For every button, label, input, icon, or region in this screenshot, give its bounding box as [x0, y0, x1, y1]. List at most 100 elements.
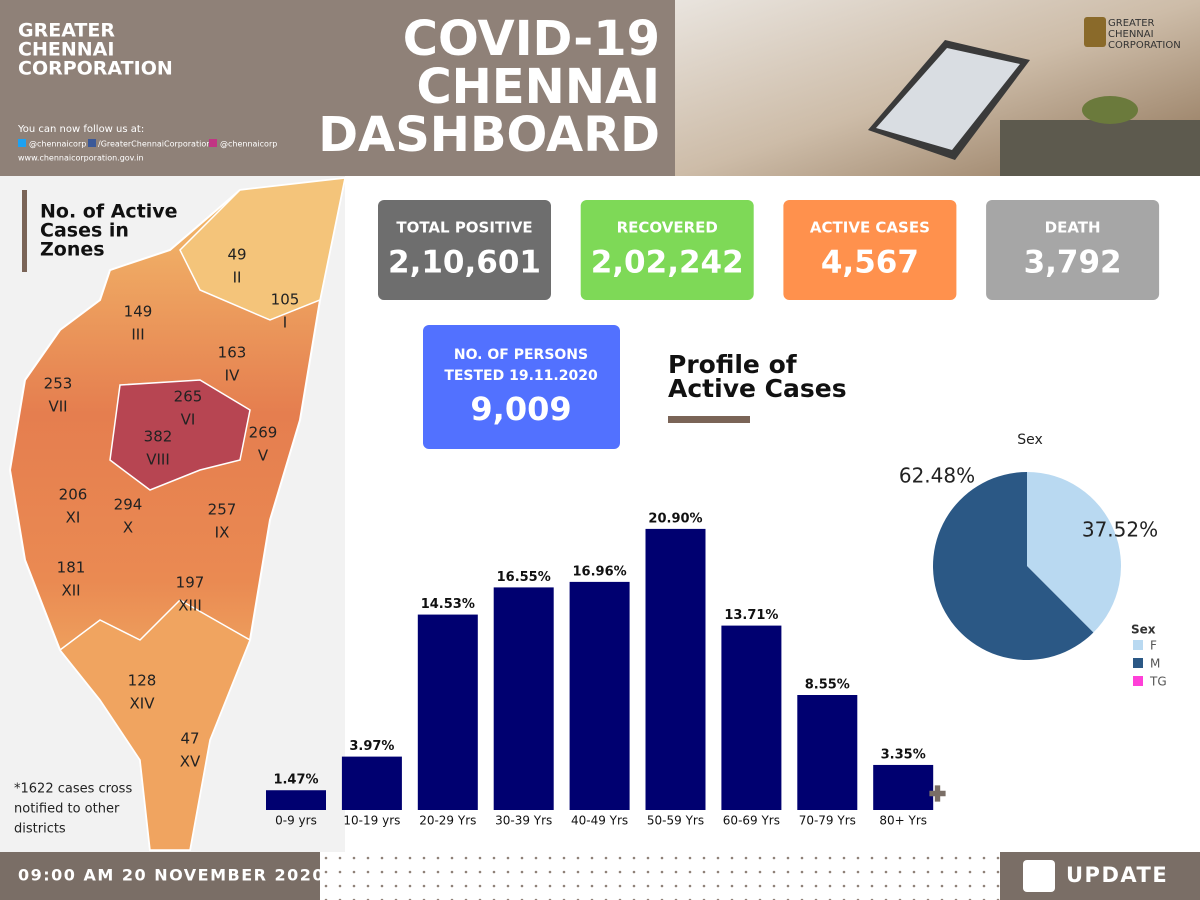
x-tick-label: 10-19 yrs [343, 814, 400, 828]
map-title: Zones [40, 239, 105, 261]
org-name: GREATER [18, 20, 115, 42]
x-tick-label: 60-69 Yrs [723, 814, 780, 828]
stat-label: ACTIVE CASES [810, 219, 930, 237]
bar-value-label: 13.71% [724, 608, 778, 623]
main-title: DASHBOARD [318, 107, 660, 163]
social-handle: @chennaicorp [220, 140, 277, 149]
logo-text: CHENNAI [1108, 29, 1154, 40]
tested-label: NO. OF PERSONS [454, 347, 588, 363]
zone-value: 163 [218, 344, 247, 362]
tested-value: 9,009 [470, 390, 571, 428]
stat-label: DEATH [1045, 219, 1101, 237]
stat-value: 2,10,601 [388, 245, 541, 281]
update-icon [1023, 860, 1055, 892]
x-tick-label: 20-29 Yrs [419, 814, 476, 828]
zone-label: V [258, 447, 269, 465]
zone-label: III [131, 326, 144, 344]
org-name: CORPORATION [18, 58, 173, 80]
zone-value: 206 [59, 486, 88, 504]
legend-swatch [1133, 658, 1143, 668]
stat-box [986, 200, 1160, 300]
zone-value: 257 [208, 501, 237, 519]
legend-swatch [1133, 640, 1143, 650]
bar-value-label: 16.55% [497, 570, 551, 585]
zone-label: X [123, 519, 133, 537]
footer-dots [320, 852, 1000, 900]
zone-value: 47 [180, 730, 199, 748]
bar-value-label: 16.96% [573, 564, 627, 579]
legend-title: Sex [1131, 623, 1156, 637]
zone-north [179, 177, 346, 321]
social-handle: @chennaicorp [29, 140, 86, 149]
photo-screen [876, 48, 1020, 150]
follow-text: You can now follow us at: [17, 124, 144, 135]
twitter-icon [18, 139, 26, 147]
footer-datetime: 09:00 AM 20 NOVEMBER 2020 [18, 866, 325, 885]
bar-value-label: 20.90% [648, 511, 702, 526]
bar [341, 756, 402, 810]
header-band [0, 0, 675, 176]
zone-value: 269 [249, 424, 278, 442]
legend-label: TG [1149, 675, 1167, 689]
tested-box [423, 325, 620, 449]
pie-slice [1027, 472, 1121, 633]
zone-value: 382 [144, 428, 173, 446]
logo-text: GREATER [1108, 18, 1155, 29]
zone-label: II [233, 269, 242, 287]
update-plus [929, 785, 946, 802]
profile-title: Profile of [668, 350, 798, 379]
bar [797, 695, 858, 810]
stat-value: 2,02,242 [591, 245, 744, 281]
zone-value: 149 [124, 303, 153, 321]
bar [266, 790, 326, 810]
main-title: CHENNAI [416, 59, 660, 115]
footer-date-band [0, 852, 320, 900]
zone-label: I [283, 314, 287, 332]
photo-plant [1082, 96, 1138, 124]
zone-value: 253 [44, 375, 73, 393]
zone-value: 105 [271, 291, 300, 309]
zone-label: XIV [130, 695, 156, 713]
legend-label: M [1150, 657, 1160, 671]
zone-label: XIII [178, 597, 202, 615]
map-note: districts [14, 822, 66, 837]
map-note: notified to other [14, 802, 120, 817]
photo-books [1000, 120, 1200, 176]
zone-value: 49 [227, 246, 246, 264]
logo-text: CORPORATION [1108, 40, 1181, 51]
map-title: Cases in [40, 220, 129, 242]
zone-value: 181 [57, 559, 86, 577]
update-label[interactable]: UPDATE [1066, 863, 1168, 887]
x-tick-label: 70-79 Yrs [799, 814, 856, 828]
pie-value-label: 62.48% [899, 464, 975, 488]
zone-label: VI [181, 411, 196, 429]
map-title: No. of Active [40, 201, 178, 223]
x-tick-label: 40-49 Yrs [571, 814, 628, 828]
stat-box [580, 200, 754, 300]
zone-label: IV [225, 367, 240, 385]
tested-label: TESTED 19.11.2020 [444, 368, 598, 384]
bar [721, 625, 782, 810]
zone-label: XV [180, 753, 201, 771]
stat-label: TOTAL POSITIVE [396, 219, 532, 237]
website: www.chennaicorporation.gov.in [18, 154, 144, 163]
zone-label: XII [61, 582, 80, 600]
bar-value-label: 14.53% [421, 597, 475, 612]
main-title: COVID-19 [403, 11, 660, 67]
facebook-icon [88, 139, 96, 147]
org-name: CHENNAI [18, 39, 114, 61]
bar [493, 587, 554, 810]
x-tick-label: 80+ Yrs [879, 814, 927, 828]
pie-title: Sex [1017, 432, 1043, 448]
pie-value-label: 37.52% [1082, 518, 1158, 542]
bar-value-label: 3.97% [349, 739, 394, 754]
bar [873, 764, 934, 810]
legend-swatch [1133, 676, 1143, 686]
profile-title: Active Cases [668, 374, 847, 403]
bar-value-label: 3.35% [881, 747, 926, 762]
map-title-bar [22, 190, 27, 272]
pie-slice [932, 472, 1094, 660]
stat-value: 3,792 [1024, 245, 1122, 281]
stat-box [783, 200, 957, 300]
